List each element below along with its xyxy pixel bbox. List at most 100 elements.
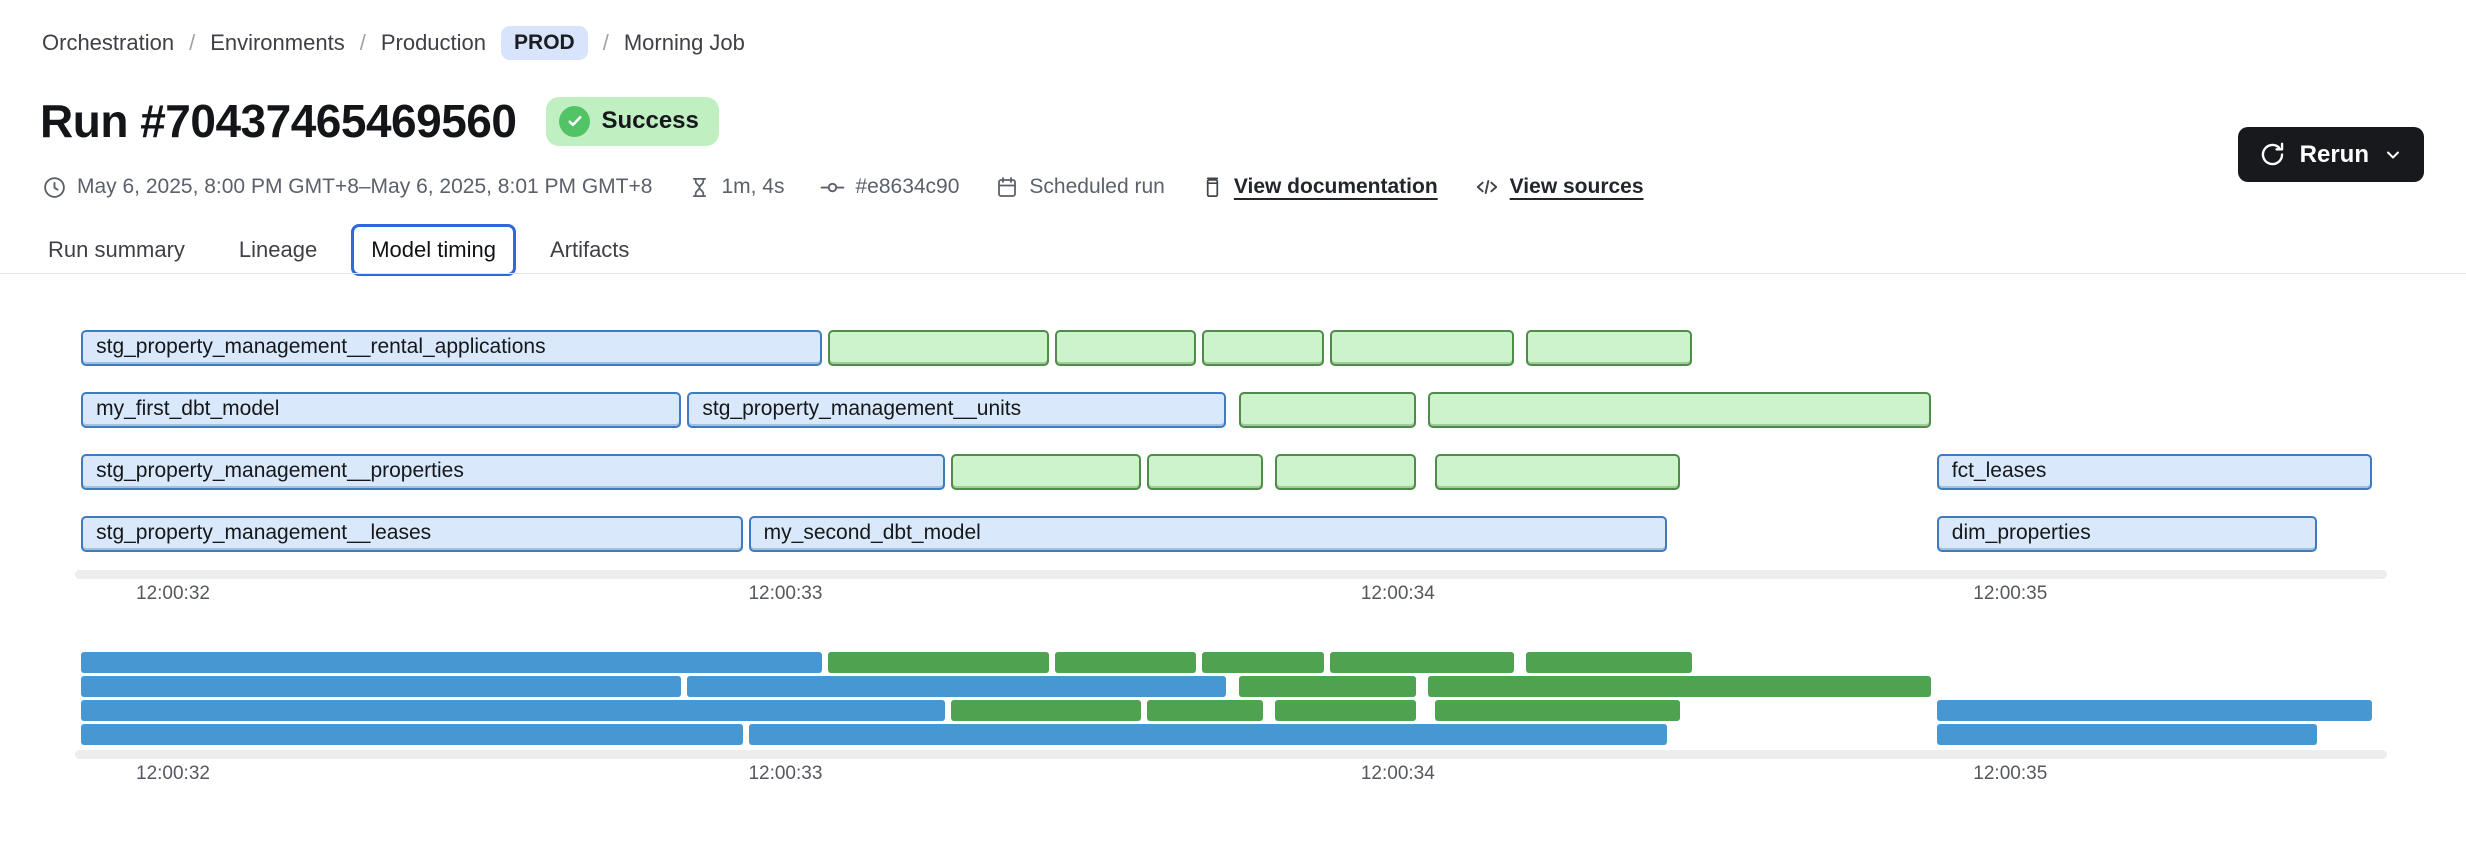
status-badge-label: Success [601, 107, 699, 134]
tab-artifacts[interactable]: Artifacts [549, 237, 630, 262]
tab-divider [0, 273, 2466, 274]
breadcrumb-morning-job[interactable]: Morning Job [623, 30, 745, 55]
breadcrumb-environments[interactable]: Environments [210, 30, 345, 55]
test-bar[interactable] [1201, 330, 1325, 366]
view-documentation-link[interactable]: View documentation [1233, 175, 1438, 198]
model-bar-stg_property_management__properties[interactable]: stg_property_management__properties [81, 454, 945, 490]
breadcrumb-production[interactable]: Production [380, 30, 487, 55]
test-bar[interactable] [1526, 330, 1692, 366]
model-bar-stg_property_management__units[interactable] [687, 676, 1227, 697]
model-bar-dim_properties[interactable]: dim_properties [1936, 516, 2317, 552]
tab-bar: Run summary Lineage Model timing Artifacts [28, 224, 649, 276]
test-bar[interactable] [1238, 392, 1417, 428]
axis-tick-label: 12:00:34 [1360, 583, 1435, 604]
git-commit-icon [820, 175, 845, 200]
model-bar-my_second_dbt_model[interactable] [748, 724, 1668, 745]
gantt-scrollbar-track[interactable] [75, 570, 2387, 579]
model-timing-gantt: stg_property_management__rental_applicat… [75, 330, 2390, 552]
model-bar-stg_property_management__rental_applications[interactable] [81, 652, 823, 673]
run-duration: 1m, 4s [688, 175, 784, 199]
model-bar-stg_property_management__leases[interactable]: stg_property_management__leases [81, 516, 743, 552]
model-bar-label: stg_property_management__units [702, 397, 1022, 420]
rerun-button-label: Rerun [2299, 140, 2369, 168]
test-bar[interactable] [1275, 454, 1417, 490]
status-badge: Success [546, 96, 719, 146]
test-bar[interactable] [1146, 454, 1264, 490]
minimap-time-axis: 12:00:32 12:00:33 12:00:34 12:00:35 [75, 763, 2390, 787]
test-bar[interactable] [1330, 330, 1515, 366]
axis-tick-label: 12:00:35 [1973, 763, 2048, 784]
model-bar-label: my_first_dbt_model [96, 397, 280, 420]
model-bar-stg_property_management__rental_applications[interactable]: stg_property_management__rental_applicat… [81, 330, 823, 366]
test-bar[interactable] [1054, 652, 1196, 673]
run-time-range-label: May 6, 2025, 8:00 PM GMT+8–May 6, 2025, … [77, 175, 653, 198]
rerun-button[interactable]: Rerun [2237, 127, 2424, 182]
tab-run-summary[interactable]: Run summary [48, 237, 185, 262]
document-icon [1201, 176, 1224, 199]
gantt-minimap[interactable] [75, 652, 2390, 745]
hourglass-icon [688, 176, 711, 199]
model-bar-my_second_dbt_model[interactable]: my_second_dbt_model [748, 516, 1668, 552]
commit-sha-label: #e8634c90 [855, 175, 960, 198]
breadcrumb-orchestration[interactable]: Orchestration [42, 30, 175, 55]
model-bar-dim_properties[interactable] [1936, 724, 2317, 745]
test-bar[interactable] [1428, 676, 1931, 697]
model-bar-my_first_dbt_model[interactable] [81, 676, 682, 697]
model-bar-my_first_dbt_model[interactable]: my_first_dbt_model [81, 392, 682, 428]
minimap-scrollbar-track[interactable] [75, 750, 2387, 759]
code-icon [1474, 174, 1500, 200]
run-duration-label: 1m, 4s [721, 175, 785, 198]
run-meta-row: May 6, 2025, 8:00 PM GMT+8–May 6, 2025, … [42, 174, 1644, 200]
test-bar[interactable] [1275, 700, 1417, 721]
clock-icon [42, 175, 67, 200]
test-bar[interactable] [1330, 652, 1515, 673]
view-sources: View sources [1474, 174, 1644, 200]
page-title: Run #70437465469560 [40, 95, 517, 147]
test-bar[interactable] [950, 700, 1141, 721]
test-bar[interactable] [1054, 330, 1196, 366]
tab-model-timing[interactable]: Model timing [351, 224, 516, 276]
success-check-icon [559, 105, 591, 137]
run-trigger-label: Scheduled run [1029, 175, 1165, 198]
calendar-icon [995, 175, 1019, 199]
model-bar-fct_leases[interactable]: fct_leases [1936, 454, 2372, 490]
environment-badge: PROD [501, 26, 588, 60]
model-bar-stg_property_management__leases[interactable] [81, 724, 743, 745]
test-bar[interactable] [828, 330, 1049, 366]
test-bar[interactable] [1146, 700, 1264, 721]
model-bar-label: stg_property_management__leases [96, 521, 432, 544]
model-bar-label: stg_property_management__rental_applicat… [96, 335, 546, 358]
commit-sha: #e8634c90 [820, 175, 959, 200]
test-bar[interactable] [828, 652, 1049, 673]
title-row: Run #70437465469560 Success [40, 94, 719, 148]
test-bar[interactable] [950, 454, 1141, 490]
tab-lineage[interactable]: Lineage [238, 237, 318, 262]
test-bar[interactable] [1238, 676, 1417, 697]
run-time-range: May 6, 2025, 8:00 PM GMT+8–May 6, 2025, … [42, 175, 652, 200]
model-bar-label: dim_properties [1951, 521, 2091, 544]
model-bar-fct_leases[interactable] [1936, 700, 2372, 721]
chevron-down-icon [2383, 145, 2403, 165]
axis-tick-label: 12:00:32 [136, 583, 210, 604]
breadcrumb-separator: / [602, 30, 609, 55]
run-trigger: Scheduled run [995, 175, 1165, 199]
axis-tick-label: 12:00:34 [1360, 763, 1435, 784]
model-bar-stg_property_management__units[interactable]: stg_property_management__units [687, 392, 1227, 428]
model-bar-stg_property_management__properties[interactable] [81, 700, 945, 721]
test-bar[interactable] [1434, 454, 1680, 490]
gantt-time-axis: 12:00:32 12:00:33 12:00:34 12:00:35 [75, 583, 2390, 607]
axis-tick-label: 12:00:35 [1973, 583, 2048, 604]
test-bar[interactable] [1526, 652, 1692, 673]
test-bar[interactable] [1428, 392, 1931, 428]
breadcrumb: Orchestration / Environments / Productio… [42, 26, 745, 60]
model-bar-label: stg_property_management__properties [96, 459, 464, 482]
test-bar[interactable] [1201, 652, 1325, 673]
axis-tick-label: 12:00:33 [748, 763, 823, 784]
breadcrumb-separator: / [189, 30, 196, 55]
refresh-icon [2259, 141, 2286, 168]
view-sources-link[interactable]: View sources [1509, 175, 1644, 198]
axis-tick-label: 12:00:32 [136, 763, 210, 784]
breadcrumb-separator: / [359, 30, 366, 55]
test-bar[interactable] [1434, 700, 1680, 721]
